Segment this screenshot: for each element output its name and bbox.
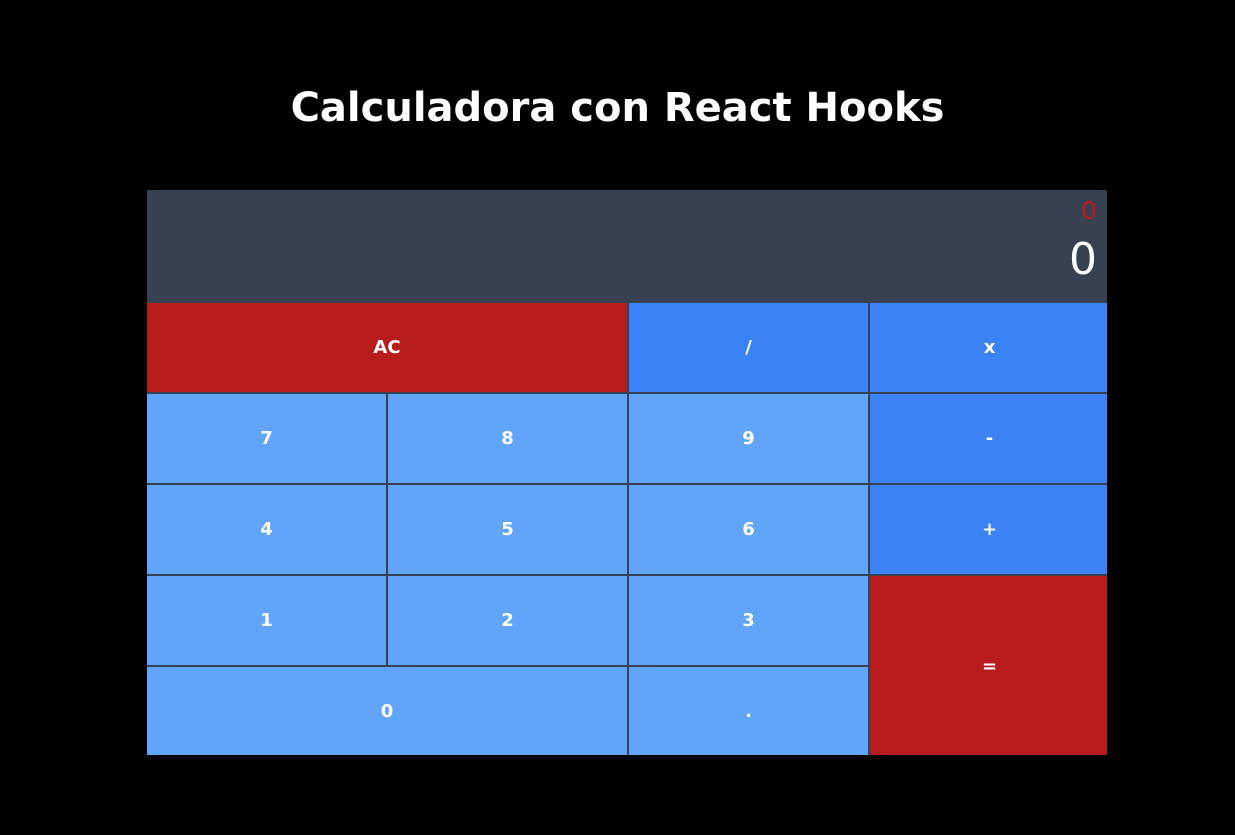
digit-9-button[interactable]: 9 [629, 394, 868, 483]
digit-3-button[interactable]: 3 [629, 576, 868, 665]
divide-button[interactable]: / [629, 303, 868, 392]
equals-button[interactable]: = [870, 576, 1107, 755]
add-button[interactable]: + [870, 485, 1107, 574]
page-title: Calculadora con React Hooks [290, 85, 945, 131]
current-value: 0 [1069, 234, 1097, 285]
calculator: 0 0 AC / x 7 8 9 - 4 5 6 + 1 2 3 = 0 . [147, 190, 1107, 755]
subtract-button[interactable]: - [870, 394, 1107, 483]
digit-1-button[interactable]: 1 [147, 576, 386, 665]
digit-7-button[interactable]: 7 [147, 394, 386, 483]
digit-0-button[interactable]: 0 [147, 667, 627, 755]
calculator-display: 0 0 [147, 190, 1107, 301]
clear-button[interactable]: AC [147, 303, 627, 392]
decimal-button[interactable]: . [629, 667, 868, 755]
keypad: AC / x 7 8 9 - 4 5 6 + 1 2 3 = 0 . [147, 301, 1107, 755]
digit-4-button[interactable]: 4 [147, 485, 386, 574]
digit-5-button[interactable]: 5 [388, 485, 627, 574]
previous-value: 0 [1081, 196, 1097, 225]
digit-2-button[interactable]: 2 [388, 576, 627, 665]
digit-6-button[interactable]: 6 [629, 485, 868, 574]
multiply-button[interactable]: x [870, 303, 1107, 392]
digit-8-button[interactable]: 8 [388, 394, 627, 483]
